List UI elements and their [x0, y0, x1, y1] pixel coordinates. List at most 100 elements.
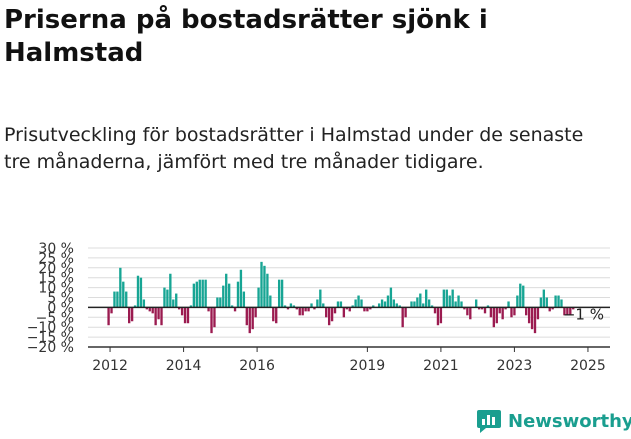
bar	[372, 305, 375, 308]
bar	[157, 307, 160, 320]
bar	[336, 301, 340, 308]
bar	[313, 307, 316, 310]
bar	[439, 307, 443, 324]
bar	[163, 287, 166, 308]
bar	[116, 291, 119, 308]
bar	[113, 291, 116, 308]
bar	[404, 307, 407, 318]
bar	[345, 307, 348, 310]
bar	[451, 289, 454, 308]
y-tick-label: 10 %	[38, 281, 74, 297]
bar	[130, 307, 134, 322]
bar	[289, 303, 293, 308]
bar	[213, 307, 216, 328]
bar	[469, 307, 472, 320]
bar	[507, 301, 510, 308]
bar	[430, 305, 434, 308]
bar	[560, 299, 563, 308]
bar	[445, 289, 448, 308]
bar	[310, 303, 313, 308]
bar	[486, 305, 490, 308]
bar	[563, 307, 566, 316]
bar	[316, 299, 319, 308]
bar	[248, 307, 251, 334]
bar	[233, 307, 237, 312]
bar	[363, 307, 366, 312]
bar	[327, 307, 331, 326]
bar	[413, 301, 416, 308]
bar	[219, 297, 222, 308]
bar	[460, 301, 463, 308]
chart-subtitle: Prisutveckling för bostadsrätter i Halms…	[4, 124, 584, 173]
bar	[177, 307, 181, 310]
bar	[383, 301, 387, 308]
bar	[266, 273, 269, 308]
bar	[410, 301, 413, 308]
bar	[339, 301, 343, 308]
bar	[519, 283, 522, 308]
bar	[189, 305, 193, 308]
bar	[369, 307, 372, 310]
bar	[498, 307, 501, 314]
bar	[422, 303, 425, 308]
x-axis-ticks: 2012 2014 2016 2019 2021 2023 2025	[92, 347, 606, 374]
bar	[295, 307, 298, 310]
bar	[154, 307, 157, 326]
bar	[110, 307, 113, 314]
bar	[392, 299, 396, 308]
bar	[236, 281, 240, 308]
bar	[395, 303, 398, 308]
bar	[257, 287, 260, 308]
bar	[551, 307, 554, 310]
bar	[333, 307, 337, 314]
bar	[454, 301, 457, 308]
y-axis-tick-labels: 30 %25 %20 %15 %10 %5 %0 %−5 %−10 %−15 %…	[27, 241, 74, 356]
bar	[504, 307, 507, 310]
newsworthy-logo-icon	[477, 410, 501, 433]
bar	[128, 307, 131, 324]
chart-title: Priserna på bostadsrätter sjönk i Halmst…	[4, 5, 488, 68]
bar	[530, 307, 534, 330]
bar	[569, 307, 572, 316]
bar	[351, 305, 354, 308]
bar	[360, 299, 363, 308]
bar	[566, 307, 569, 316]
bar	[195, 281, 198, 308]
latest-value-annotation: −1 %	[563, 305, 604, 323]
bar	[239, 269, 243, 308]
bar	[175, 293, 178, 308]
y-tick-label: −20 %	[27, 340, 74, 356]
bar	[148, 307, 151, 312]
bar	[142, 299, 146, 308]
bar	[545, 297, 548, 308]
bar	[151, 307, 154, 314]
bar	[322, 303, 325, 308]
bar	[277, 279, 281, 308]
bar	[230, 305, 234, 308]
bar	[492, 307, 496, 328]
y-tick-label: 20 %	[38, 261, 74, 277]
bar	[525, 307, 528, 316]
bar	[433, 307, 437, 314]
bar	[119, 267, 122, 308]
bar	[242, 291, 246, 308]
bar	[463, 307, 466, 310]
bar	[227, 283, 231, 308]
bar	[572, 307, 575, 310]
bar	[539, 297, 543, 308]
bar	[416, 297, 419, 308]
bar	[425, 289, 428, 308]
bar	[133, 305, 137, 308]
bar	[366, 307, 369, 312]
bar	[489, 307, 493, 318]
bar	[307, 307, 310, 312]
y-tick-label: 15 %	[38, 271, 74, 287]
bar	[298, 307, 301, 316]
bar	[357, 295, 360, 308]
bar	[342, 307, 346, 318]
y-tick-label: −15 %	[27, 330, 74, 346]
bar	[204, 279, 207, 308]
bar	[216, 297, 219, 308]
bar	[354, 299, 357, 308]
x-tick-label: 2025	[570, 358, 606, 374]
